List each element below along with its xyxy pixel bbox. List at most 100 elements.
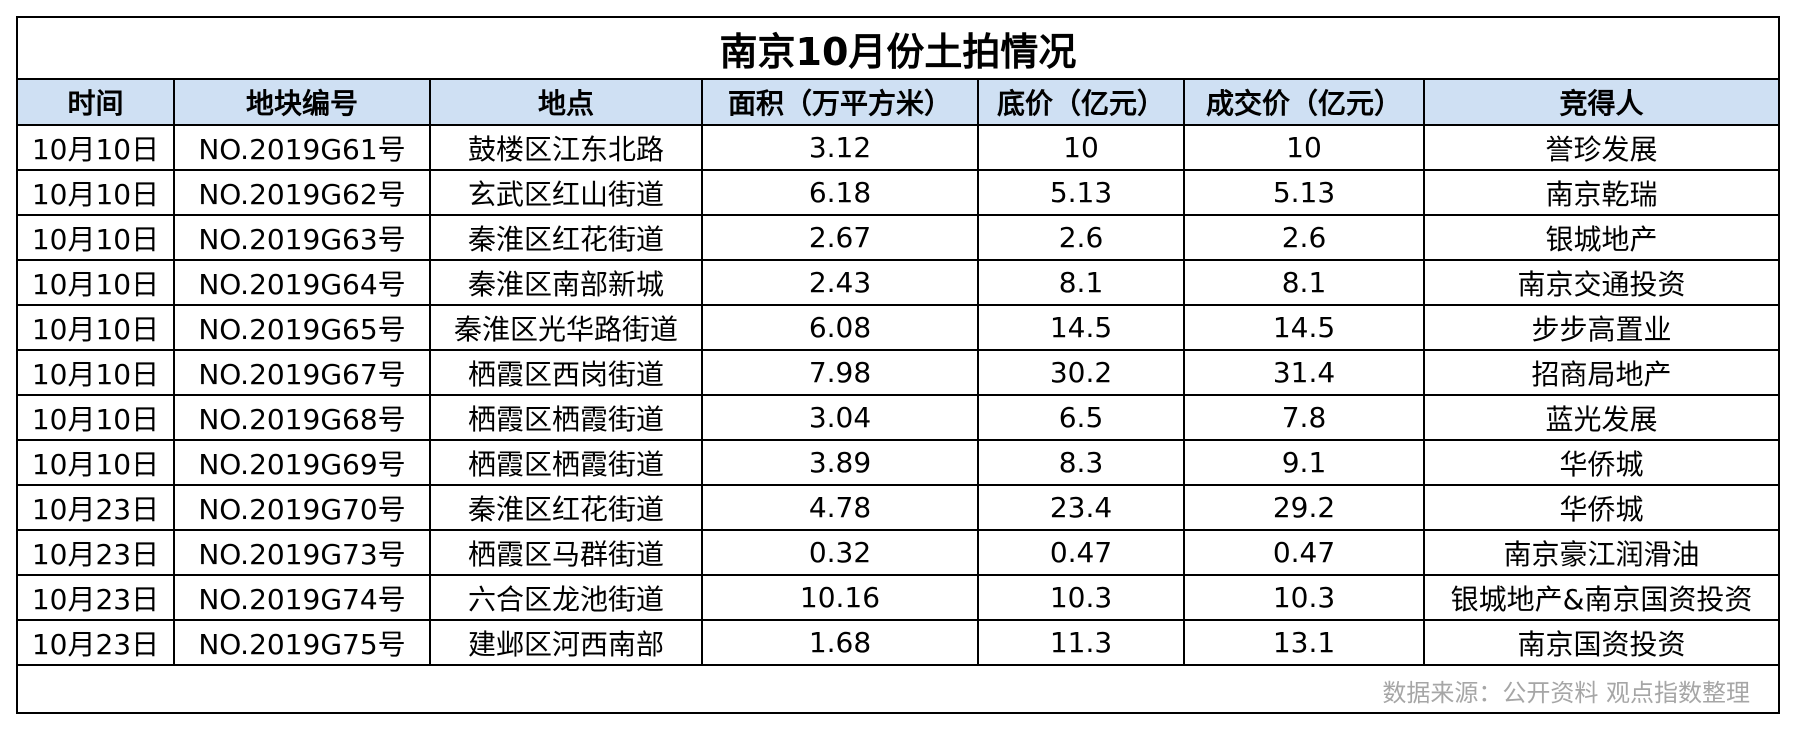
land-auction-table-sheet: 南京10月份土拍情况 时间 地块编号 地点 面积（万平方米） 底价（亿元） 成交价（亿元）…	[16, 16, 1780, 714]
winner-cell: 银城地产	[1423, 214, 1778, 261]
time-cell: 10月23日	[18, 619, 175, 666]
deal-price-cell: 10.3	[1183, 574, 1425, 621]
column-header-row: 时间 地块编号 地点 面积（万平方米） 底价（亿元） 成交价（亿元） 竞得人	[18, 78, 1778, 126]
winner-cell: 华侨城	[1423, 484, 1778, 531]
location-cell: 栖霞区马群街道	[429, 529, 703, 576]
area-cell: 2.43	[701, 259, 979, 306]
time-cell: 10月10日	[18, 124, 175, 171]
time-cell: 10月10日	[18, 259, 175, 306]
reserve-price-cell: 14.5	[977, 304, 1185, 351]
table-row: 10月23日 NO.2019G74号 六合区龙池街道 10.16 10.3 10.3 银城地…	[18, 574, 1778, 621]
winner-header: 竞得人	[1423, 78, 1778, 126]
reserve-price-cell: 23.4	[977, 484, 1185, 531]
time-cell: 10月10日	[18, 394, 175, 441]
land-auction-table: 南京10月份土拍情况 时间 地块编号 地点 面积（万平方米） 底价（亿元） 成交价（亿元）…	[18, 18, 1778, 666]
table-row: 10月23日 NO.2019G73号 栖霞区马群街道 0.32 0.47 0.47 南京豪江…	[18, 529, 1778, 576]
winner-cell: 步步高置业	[1423, 304, 1778, 351]
table-row: 10月10日 NO.2019G64号 秦淮区南部新城 2.43 8.1 8.1 南京交通投资	[18, 259, 1778, 306]
winner-cell: 南京国资投资	[1423, 619, 1778, 666]
time-cell: 10月23日	[18, 574, 175, 621]
area-cell: 3.12	[701, 124, 979, 171]
reserve-price-cell: 5.13	[977, 169, 1185, 216]
area-cell: 6.18	[701, 169, 979, 216]
reserve-price-cell: 6.5	[977, 394, 1185, 441]
plot-id-cell: NO.2019G63号	[173, 214, 431, 261]
plot-id-cell: NO.2019G61号	[173, 124, 431, 171]
reserve-price-cell: 11.3	[977, 619, 1185, 666]
area-cell: 2.67	[701, 214, 979, 261]
table-title: 南京10月份土拍情况	[18, 18, 1778, 80]
location-cell: 栖霞区栖霞街道	[429, 394, 703, 441]
time-cell: 10月10日	[18, 439, 175, 486]
location-cell: 秦淮区南部新城	[429, 259, 703, 306]
area-cell: 3.04	[701, 394, 979, 441]
reserve-price-cell: 10	[977, 124, 1185, 171]
winner-cell: 南京乾瑞	[1423, 169, 1778, 216]
plot-id-cell: NO.2019G70号	[173, 484, 431, 531]
deal-price-cell: 7.8	[1183, 394, 1425, 441]
winner-cell: 华侨城	[1423, 439, 1778, 486]
table-row: 10月10日 NO.2019G65号 秦淮区光华路街道 6.08 14.5 14.5 步步高…	[18, 304, 1778, 351]
winner-cell: 银城地产&南京国资投资	[1423, 574, 1778, 621]
deal-price-cell: 5.13	[1183, 169, 1425, 216]
winner-cell: 蓝光发展	[1423, 394, 1778, 441]
deal-price-cell: 0.47	[1183, 529, 1425, 576]
deal-price-cell: 31.4	[1183, 349, 1425, 396]
data-source-note: 数据来源：公开资料 观点指数整理	[1382, 679, 1750, 707]
reserve-price-cell: 30.2	[977, 349, 1185, 396]
area-cell: 1.68	[701, 619, 979, 666]
winner-cell: 招商局地产	[1423, 349, 1778, 396]
time-cell: 10月23日	[18, 484, 175, 531]
table-row: 10月10日 NO.2019G63号 秦淮区红花街道 2.67 2.6 2.6 银城地产	[18, 214, 1778, 261]
area-cell: 10.16	[701, 574, 979, 621]
location-cell: 秦淮区红花街道	[429, 484, 703, 531]
deal-price-cell: 8.1	[1183, 259, 1425, 306]
plot-id-cell: NO.2019G65号	[173, 304, 431, 351]
location-cell: 建邺区河西南部	[429, 619, 703, 666]
time-cell: 10月10日	[18, 214, 175, 261]
reserve-price-cell: 10.3	[977, 574, 1185, 621]
location-cell: 栖霞区栖霞街道	[429, 439, 703, 486]
plot-id-cell: NO.2019G75号	[173, 619, 431, 666]
reserve-price-cell: 8.1	[977, 259, 1185, 306]
table-row: 10月10日 NO.2019G67号 栖霞区西岗街道 7.98 30.2 31.4 招商局地…	[18, 349, 1778, 396]
table-row: 10月23日 NO.2019G70号 秦淮区红花街道 4.78 23.4 29.2 华侨城	[18, 484, 1778, 531]
deal-price-header: 成交价（亿元）	[1183, 78, 1425, 126]
deal-price-cell: 2.6	[1183, 214, 1425, 261]
area-cell: 3.89	[701, 439, 979, 486]
deal-price-cell: 13.1	[1183, 619, 1425, 666]
plot-id-cell: NO.2019G74号	[173, 574, 431, 621]
table-row: 10月10日 NO.2019G69号 栖霞区栖霞街道 3.89 8.3 9.1 华侨城	[18, 439, 1778, 486]
reserve-price-cell: 0.47	[977, 529, 1185, 576]
deal-price-cell: 9.1	[1183, 439, 1425, 486]
time-header: 时间	[18, 78, 175, 126]
location-cell: 玄武区红山街道	[429, 169, 703, 216]
footer-row: 数据来源：公开资料 观点指数整理	[18, 672, 1778, 712]
plot-id-cell: NO.2019G62号	[173, 169, 431, 216]
location-cell: 秦淮区红花街道	[429, 214, 703, 261]
deal-price-cell: 29.2	[1183, 484, 1425, 531]
plot-id-cell: NO.2019G69号	[173, 439, 431, 486]
reserve-price-cell: 8.3	[977, 439, 1185, 486]
table-body: 10月10日 NO.2019G61号 鼓楼区江东北路 3.12 10 10 誉珍发展 10月1…	[18, 124, 1778, 666]
time-cell: 10月10日	[18, 169, 175, 216]
table-row: 10月23日 NO.2019G75号 建邺区河西南部 1.68 11.3 13.1 南京国资…	[18, 619, 1778, 666]
time-cell: 10月10日	[18, 349, 175, 396]
area-cell: 0.32	[701, 529, 979, 576]
plot-id-header: 地块编号	[173, 78, 431, 126]
table-row: 10月10日 NO.2019G62号 玄武区红山街道 6.18 5.13 5.13 南京乾瑞	[18, 169, 1778, 216]
location-cell: 六合区龙池街道	[429, 574, 703, 621]
time-cell: 10月10日	[18, 304, 175, 351]
location-header: 地点	[429, 78, 703, 126]
winner-cell: 南京豪江润滑油	[1423, 529, 1778, 576]
deal-price-cell: 10	[1183, 124, 1425, 171]
plot-id-cell: NO.2019G67号	[173, 349, 431, 396]
location-cell: 栖霞区西岗街道	[429, 349, 703, 396]
location-cell: 秦淮区光华路街道	[429, 304, 703, 351]
reserve-price-cell: 2.6	[977, 214, 1185, 261]
plot-id-cell: NO.2019G64号	[173, 259, 431, 306]
area-cell: 7.98	[701, 349, 979, 396]
table-row: 10月10日 NO.2019G61号 鼓楼区江东北路 3.12 10 10 誉珍发展	[18, 124, 1778, 171]
plot-id-cell: NO.2019G68号	[173, 394, 431, 441]
area-cell: 4.78	[701, 484, 979, 531]
